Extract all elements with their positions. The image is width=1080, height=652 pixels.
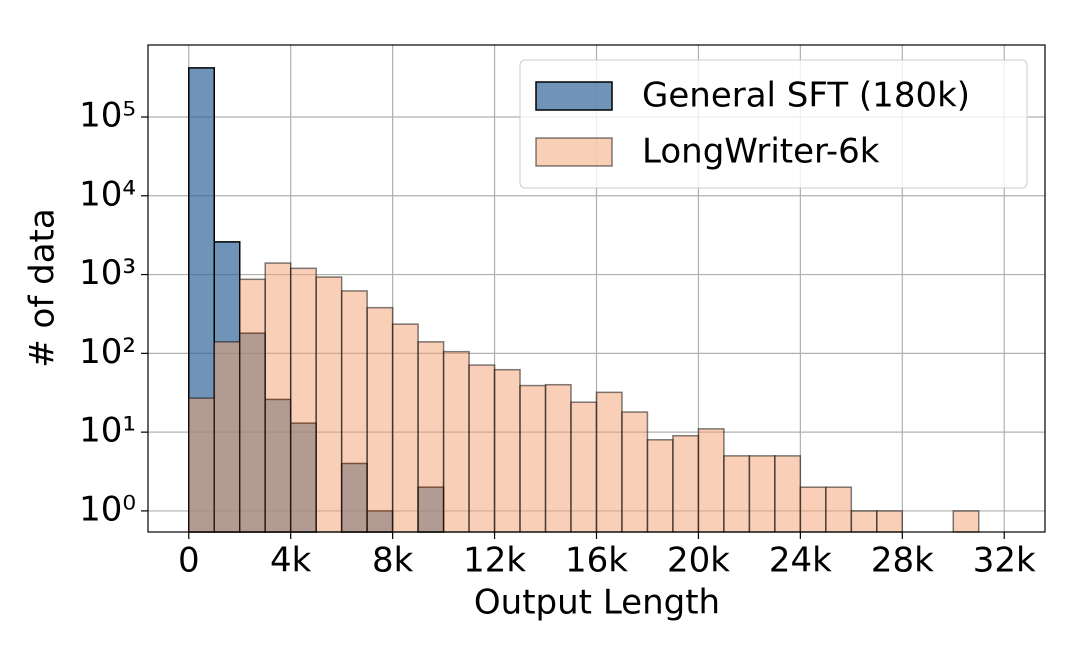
bar [315, 276, 343, 533]
bar [188, 397, 216, 533]
y-tick-label: 10¹ [79, 411, 136, 451]
bar [672, 434, 700, 533]
x-axis-label: Output Length [474, 583, 720, 623]
x-tick-label: 28k [871, 541, 934, 581]
y-tick-label: 10⁴ [79, 174, 136, 214]
bar [468, 364, 496, 533]
bar [850, 510, 878, 533]
bar [799, 486, 827, 533]
bar [264, 262, 292, 533]
bar [519, 384, 547, 533]
y-tick-label: 10³ [79, 253, 136, 293]
x-tick-label: 8k [372, 541, 414, 581]
bar [289, 267, 317, 533]
legend-label: LongWriter-6k [642, 132, 880, 172]
y-tick-label: 10⁵ [79, 95, 136, 135]
y-tick-label: 10² [79, 332, 136, 372]
bar [238, 278, 266, 533]
bar [825, 486, 853, 533]
legend-label: General SFT (180k) [642, 76, 970, 116]
bar [621, 411, 649, 533]
plot-frame [147, 44, 1046, 533]
bar [442, 350, 470, 533]
bar [570, 401, 598, 533]
bar [952, 510, 980, 533]
legend-swatch [535, 137, 613, 167]
bar [417, 341, 445, 533]
bar [697, 428, 725, 533]
x-tick-label: 0 [178, 541, 200, 581]
bar [595, 391, 623, 533]
bar [544, 383, 572, 533]
bar [213, 341, 241, 533]
bar [366, 306, 394, 533]
x-tick-label: 4k [270, 541, 312, 581]
x-tick-label: 12k [463, 541, 526, 581]
bar [748, 455, 776, 533]
bar [391, 323, 419, 533]
y-axis-label: # of data [23, 208, 63, 367]
bar [876, 510, 904, 533]
legend-box [519, 59, 1028, 189]
legend: General SFT (180k) LongWriter-6k [519, 59, 1028, 189]
x-tick-label: 16k [565, 541, 628, 581]
bar [646, 439, 674, 533]
bar [723, 455, 751, 533]
x-tick-label: 32k [973, 541, 1036, 581]
x-tick-label: 20k [667, 541, 730, 581]
bar [493, 368, 521, 533]
legend-swatch [535, 81, 613, 111]
x-tick-label: 24k [769, 541, 832, 581]
bar [774, 455, 802, 533]
bar [340, 290, 368, 533]
y-tick-label: 10⁰ [79, 489, 136, 529]
